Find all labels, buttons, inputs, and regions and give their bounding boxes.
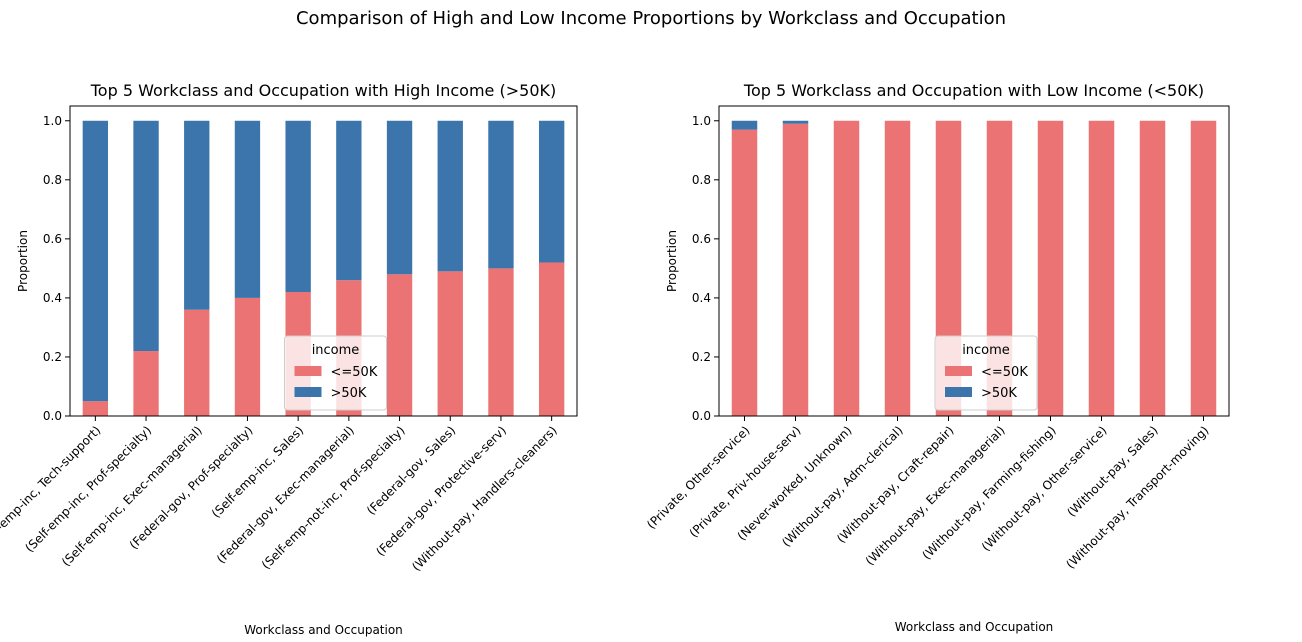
- bar-low-2: [782, 123, 809, 416]
- bar-low-8: [1088, 120, 1115, 416]
- bar-high-1: [82, 120, 109, 402]
- bar-high-5: [285, 120, 311, 292]
- chart-2: Top 5 Workclass and Occupation with Low …: [644, 81, 1230, 634]
- legend-title: income: [312, 343, 360, 358]
- bar-low-3: [184, 309, 210, 416]
- y-tick-label: 1.0: [692, 114, 711, 128]
- bar-low-8: [437, 271, 463, 416]
- x-tick-label: (Federal-gov, Sales): [364, 423, 458, 517]
- bar-low-4: [234, 297, 261, 416]
- bar-high-10: [538, 120, 565, 263]
- bar-high-2: [782, 120, 809, 124]
- bar-low-7: [1037, 120, 1064, 416]
- chart-title: Top 5 Workclass and Occupation with High…: [90, 81, 556, 100]
- bar-low-10: [1190, 120, 1217, 416]
- legend: income <=50K >50K: [934, 335, 1038, 411]
- x-tick-label: (Self-emp-inc, Sales): [209, 423, 306, 520]
- figure-title: Comparison of High and Low Income Propor…: [296, 8, 1006, 29]
- legend-swatch-low: [945, 366, 972, 376]
- bar-high-8: [437, 120, 463, 272]
- x-axis-label: Workclass and Occupation: [244, 623, 403, 637]
- bar-high-7: [386, 120, 413, 275]
- bar-high-4: [234, 120, 261, 298]
- bar-low-3: [833, 120, 860, 416]
- y-tick-label: 0.2: [43, 350, 62, 364]
- legend-swatch-high: [294, 387, 322, 397]
- y-tick-label: 0.0: [692, 409, 711, 423]
- legend-swatch-high: [945, 387, 972, 397]
- y-axis-label: Proportion: [16, 230, 30, 292]
- y-tick-label: 0.4: [43, 291, 62, 305]
- bar-high-3: [184, 120, 210, 310]
- bar-low-9: [488, 268, 514, 416]
- y-tick-label: 0.2: [692, 350, 711, 364]
- x-axis-label: Workclass and Occupation: [895, 620, 1054, 634]
- axes-frame: [718, 105, 1230, 417]
- y-tick-label: 0.0: [43, 409, 62, 423]
- y-tick-label: 0.8: [43, 173, 62, 187]
- y-tick-label: 0.6: [43, 232, 62, 246]
- bar-low-7: [386, 274, 413, 416]
- bar-low-1: [731, 129, 758, 416]
- bar-high-9: [488, 120, 514, 269]
- y-tick-label: 0.8: [692, 173, 711, 187]
- legend-label: >50K: [981, 386, 1017, 401]
- y-tick-label: 0.4: [692, 291, 711, 305]
- legend: income <=50K >50K: [284, 335, 387, 411]
- charts-container: Top 5 Workclass and Occupation with High…: [0, 81, 1230, 637]
- bar-low-10: [538, 262, 565, 416]
- chart-title: Top 5 Workclass and Occupation with Low …: [743, 81, 1204, 100]
- legend-label: >50K: [331, 386, 367, 401]
- y-axis-label: Proportion: [665, 230, 679, 292]
- legend-title: income: [962, 343, 1010, 358]
- bar-low-1: [82, 401, 109, 416]
- bar-high-2: [133, 120, 159, 352]
- bar-high-1: [731, 120, 758, 130]
- axes-frame: [69, 105, 578, 417]
- legend-label: <=50K: [331, 365, 378, 380]
- y-tick-label: 1.0: [43, 114, 62, 128]
- bar-high-6: [336, 120, 362, 281]
- legend-label: <=50K: [981, 365, 1028, 380]
- y-tick-label: 0.6: [692, 232, 711, 246]
- chart-1: Top 5 Workclass and Occupation with High…: [0, 81, 578, 637]
- bar-low-9: [1139, 120, 1166, 416]
- x-tick-label: (Without-pay, Sales): [1064, 423, 1160, 519]
- x-tick-label: (Private, Other-service): [644, 423, 753, 532]
- bar-low-2: [133, 351, 159, 416]
- legend-swatch-low: [294, 366, 322, 376]
- bar-low-4: [884, 120, 911, 416]
